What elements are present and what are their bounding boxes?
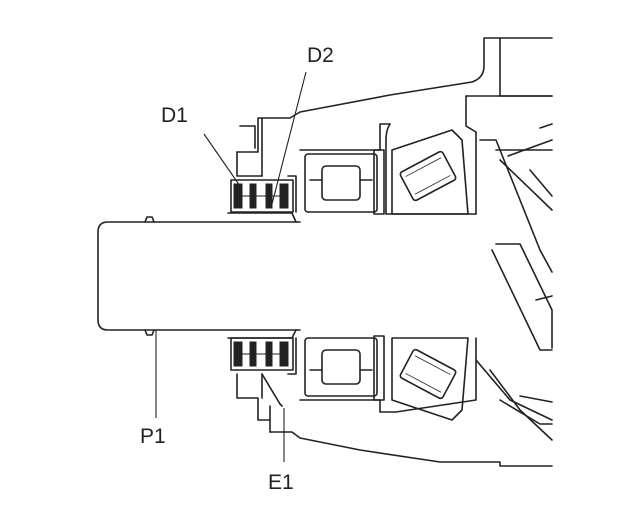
lower-housing xyxy=(236,337,553,467)
lower-tapered-bearing xyxy=(391,337,469,421)
lower-seal-pack xyxy=(230,337,297,375)
label-p1: P1 xyxy=(140,425,166,448)
lower-roller-bearing xyxy=(304,335,385,401)
upper-roller-bearing xyxy=(304,149,385,215)
leader-lines xyxy=(155,71,307,462)
label-d1: D1 xyxy=(161,104,188,127)
label-d2: D2 xyxy=(307,44,334,67)
upper-housing xyxy=(236,37,553,215)
swash-plate-assembly xyxy=(479,123,553,425)
upper-tapered-bearing xyxy=(391,129,469,215)
label-e1: E1 xyxy=(268,471,294,494)
shaft xyxy=(97,212,301,339)
upper-seal-pack xyxy=(230,175,297,213)
